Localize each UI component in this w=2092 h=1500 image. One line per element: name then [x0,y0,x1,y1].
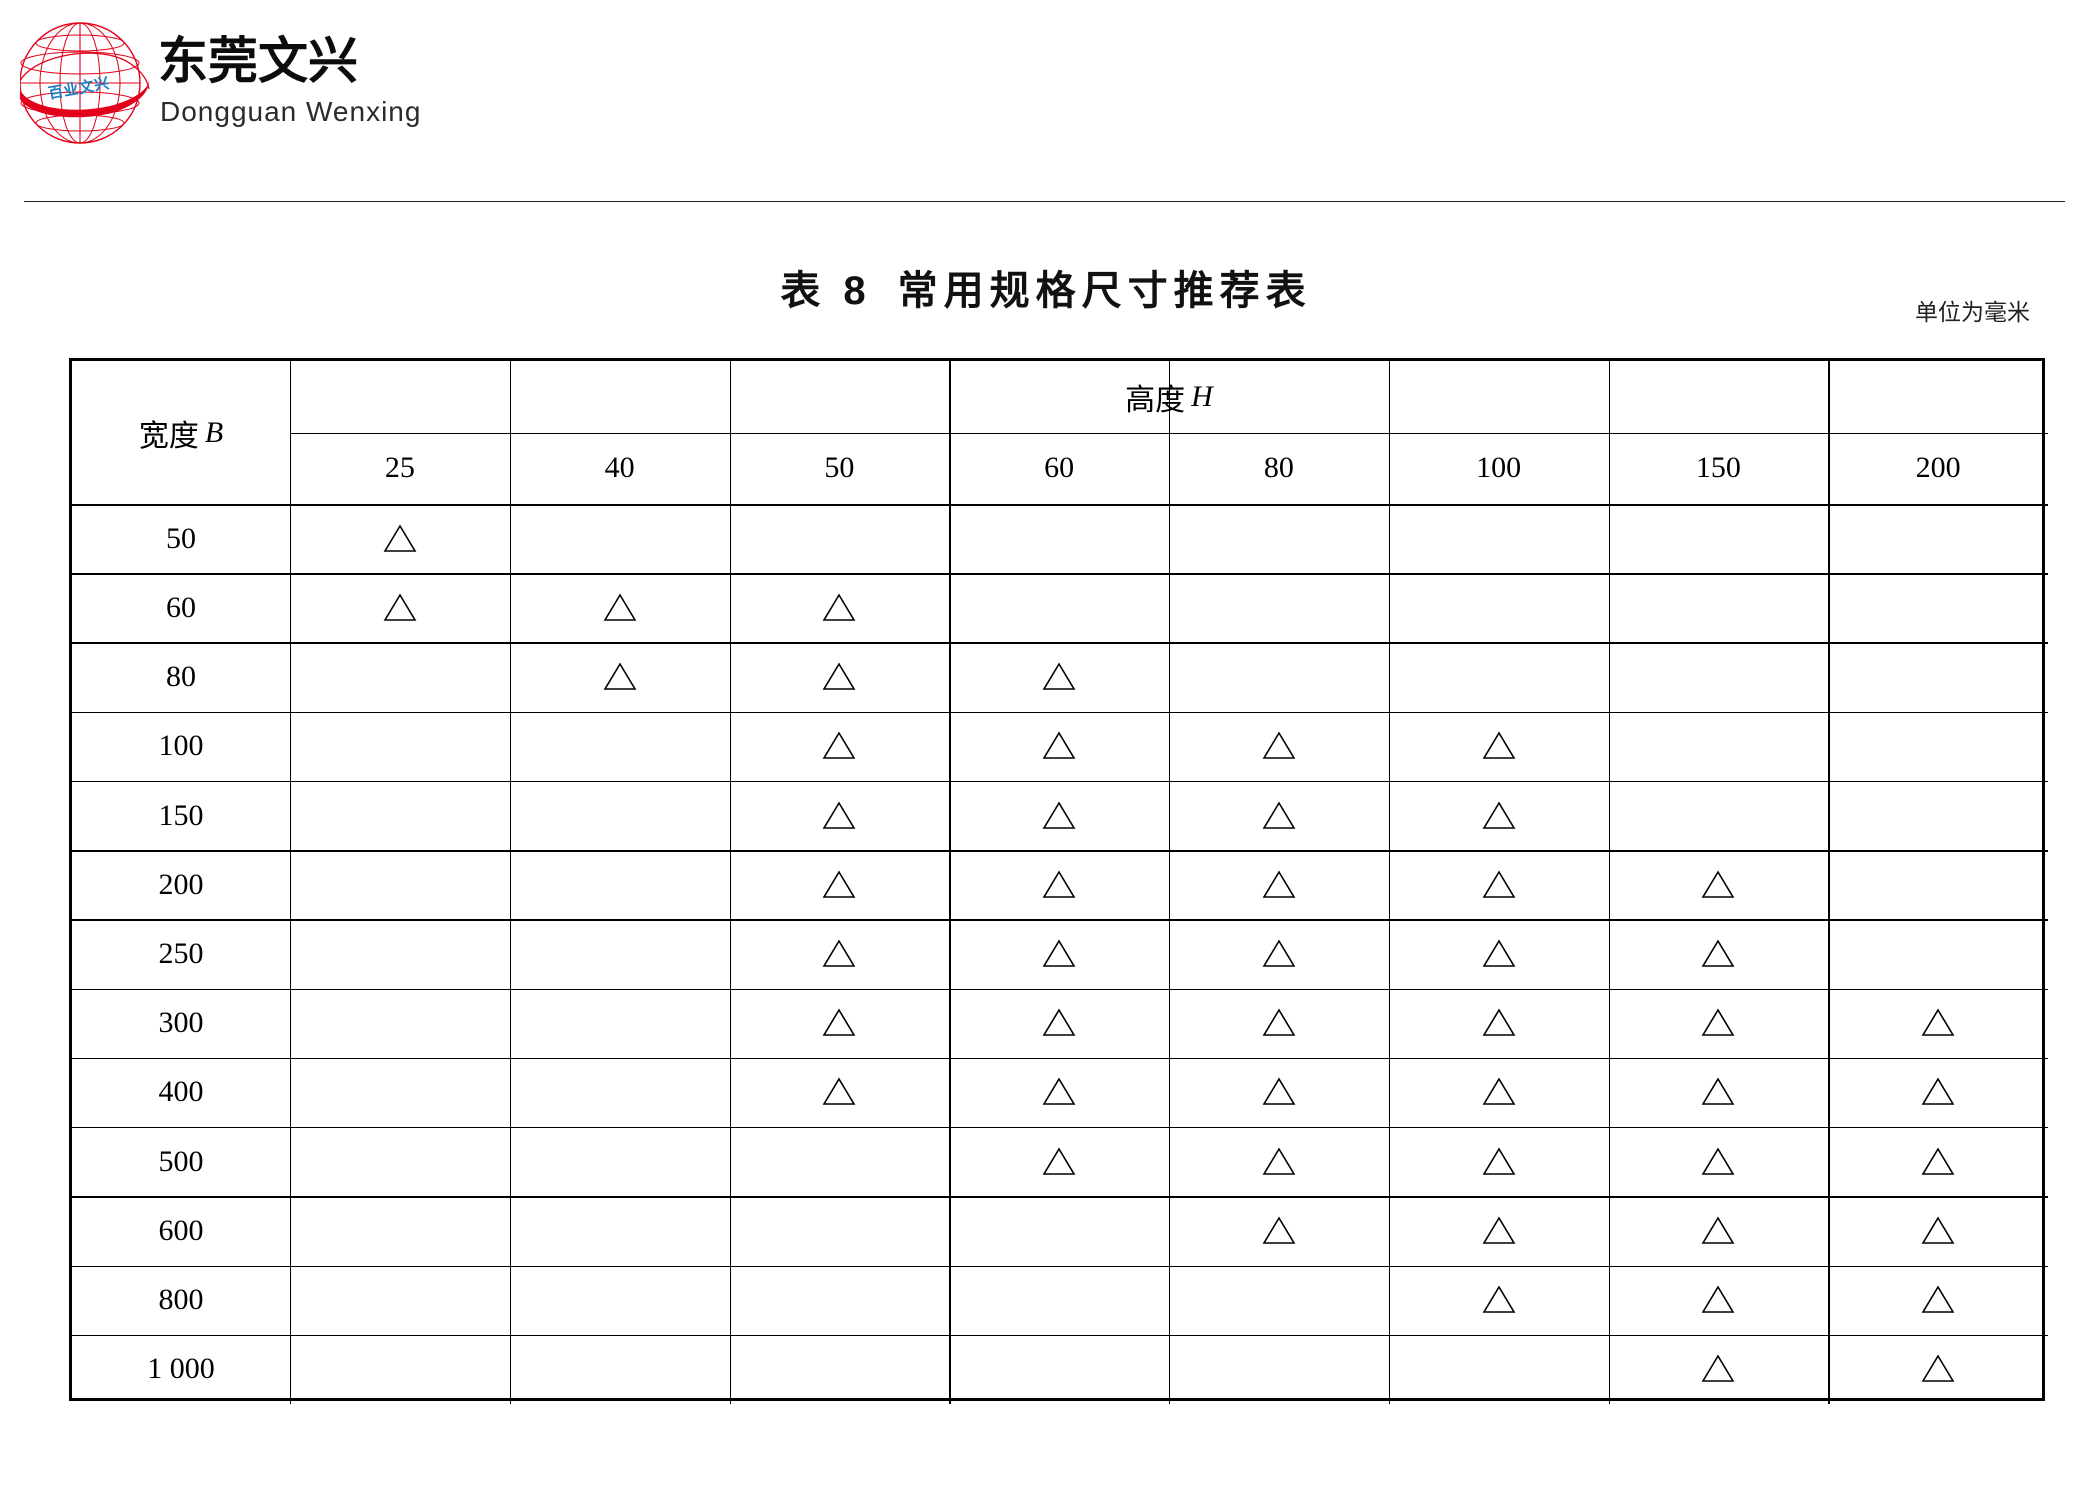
svg-text:百业文兴: 百业文兴 [47,74,111,102]
svg-text:东莞文兴: 东莞文兴 [158,33,358,89]
svg-text:Dongguan Wenxing: Dongguan Wenxing [160,96,421,127]
